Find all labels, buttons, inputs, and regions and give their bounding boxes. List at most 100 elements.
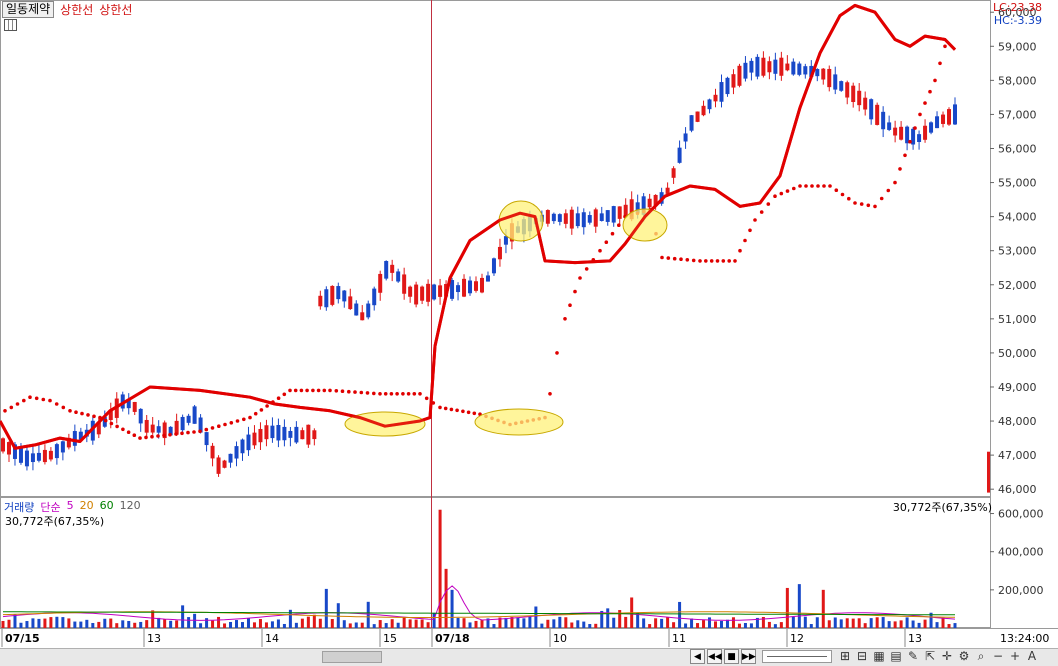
pen-tool-icon[interactable]: ✎	[907, 649, 919, 663]
envelope-dot	[810, 184, 814, 188]
volume-bar	[731, 617, 735, 628]
zoom-in-icon[interactable]: +	[1009, 649, 1021, 663]
ma60-label: 60	[99, 499, 114, 512]
layout-icon[interactable]: ⊞	[839, 649, 851, 663]
envelope-dot	[704, 259, 708, 263]
volume-bar	[803, 616, 807, 628]
envelope-dot	[563, 317, 567, 321]
volume-bar	[821, 589, 825, 628]
volume-bar	[199, 623, 203, 628]
candle-body	[569, 209, 574, 229]
envelope-dot	[698, 259, 702, 263]
envelope-dot	[568, 303, 572, 308]
volume-bar	[384, 623, 388, 628]
envelope-dot	[259, 408, 264, 412]
envelope-dot	[738, 248, 742, 253]
split-icon[interactable]: ⊟	[856, 649, 868, 663]
envelope-dot	[365, 391, 370, 395]
envelope-dot	[156, 434, 160, 438]
volume-bar	[672, 622, 676, 628]
candle-body	[839, 81, 844, 91]
envelope-dot	[886, 188, 891, 193]
x-tick-label: 13	[908, 632, 922, 645]
grid-view-icon[interactable]: ▤	[890, 649, 902, 663]
volume-bar	[660, 618, 664, 628]
zoom-out-icon[interactable]: −	[992, 649, 1004, 663]
volume-bar	[684, 623, 688, 628]
candle-body	[911, 128, 916, 145]
envelope-dot	[229, 421, 234, 425]
grid-icon[interactable]	[4, 19, 17, 31]
candle-body	[767, 61, 772, 73]
candle-body	[240, 439, 245, 454]
candle-body	[743, 62, 748, 79]
scroll-start-icon[interactable]: ◀	[690, 649, 705, 664]
candle-body	[617, 206, 622, 219]
price-tick-label: 49,000	[998, 381, 1037, 394]
envelope-dot	[186, 430, 190, 435]
volume-bar	[306, 616, 310, 628]
envelope-dot	[743, 238, 747, 243]
candle-body	[899, 126, 904, 140]
volume-bar	[25, 621, 29, 628]
candle-body	[833, 74, 838, 90]
candle-body	[677, 147, 682, 163]
envelope-dot	[903, 153, 907, 158]
candle-body	[312, 430, 317, 440]
candle-body	[180, 416, 185, 431]
indicator-label-1[interactable]: 상한선	[60, 2, 94, 17]
envelope-dot	[691, 258, 696, 263]
candle-body	[653, 194, 658, 207]
zoom-slider[interactable]	[762, 650, 832, 663]
price-tick-label: 47,000	[998, 449, 1037, 462]
chart-scrollbar-thumb[interactable]	[322, 651, 382, 663]
volume-bar	[432, 612, 436, 628]
envelope-dot	[472, 411, 477, 416]
candle-body	[941, 114, 946, 124]
envelope-dot	[943, 44, 947, 49]
volume-bar	[779, 622, 783, 628]
volume-bar	[61, 617, 65, 628]
candle-body	[587, 215, 592, 223]
volume-bar	[205, 618, 209, 628]
volume-bar	[815, 617, 819, 628]
volume-bar	[127, 620, 131, 628]
candle-body	[48, 450, 53, 460]
indicator-label-2[interactable]: 상한선	[99, 2, 133, 17]
envelope-dot	[785, 189, 790, 193]
volume-bar	[109, 618, 113, 628]
settings-icon[interactable]: ⚙	[958, 649, 970, 663]
volume-bar	[791, 616, 795, 628]
volume-ma5-line	[2, 585, 956, 621]
volume-bar	[690, 618, 694, 628]
envelope-dot	[759, 210, 764, 214]
candle-body	[479, 277, 484, 293]
stop-icon[interactable]: ■	[724, 649, 739, 664]
rewind-icon[interactable]: ◀◀	[707, 649, 722, 664]
stock-name-button[interactable]: 일동제약	[2, 0, 55, 18]
crosshair-icon[interactable]: ✛	[941, 649, 953, 663]
envelope-dot	[276, 396, 281, 401]
cursor-icon[interactable]: ⇱	[924, 649, 936, 663]
candle-body	[282, 426, 287, 441]
volume-bar	[719, 620, 723, 628]
forward-icon[interactable]: ▶▶	[741, 649, 756, 664]
envelope-dot	[265, 404, 269, 408]
envelope-dot	[548, 392, 552, 396]
candle-body	[60, 441, 65, 453]
table-icon[interactable]: ▦	[873, 649, 885, 663]
volume-bar	[678, 601, 682, 628]
volume-bar	[893, 621, 897, 628]
volume-bar	[175, 620, 179, 628]
candle-body	[725, 77, 730, 95]
candle-body	[54, 444, 59, 459]
volume-bar	[229, 621, 233, 628]
volume-bar	[743, 622, 747, 628]
candle-body	[749, 60, 754, 73]
font-icon[interactable]: A	[1027, 649, 1037, 663]
zoom-icon[interactable]: ⌕	[977, 649, 985, 663]
candle-body	[366, 303, 371, 318]
envelope-dot	[293, 388, 298, 393]
envelope-dot	[443, 406, 448, 411]
candle-body	[785, 63, 790, 71]
